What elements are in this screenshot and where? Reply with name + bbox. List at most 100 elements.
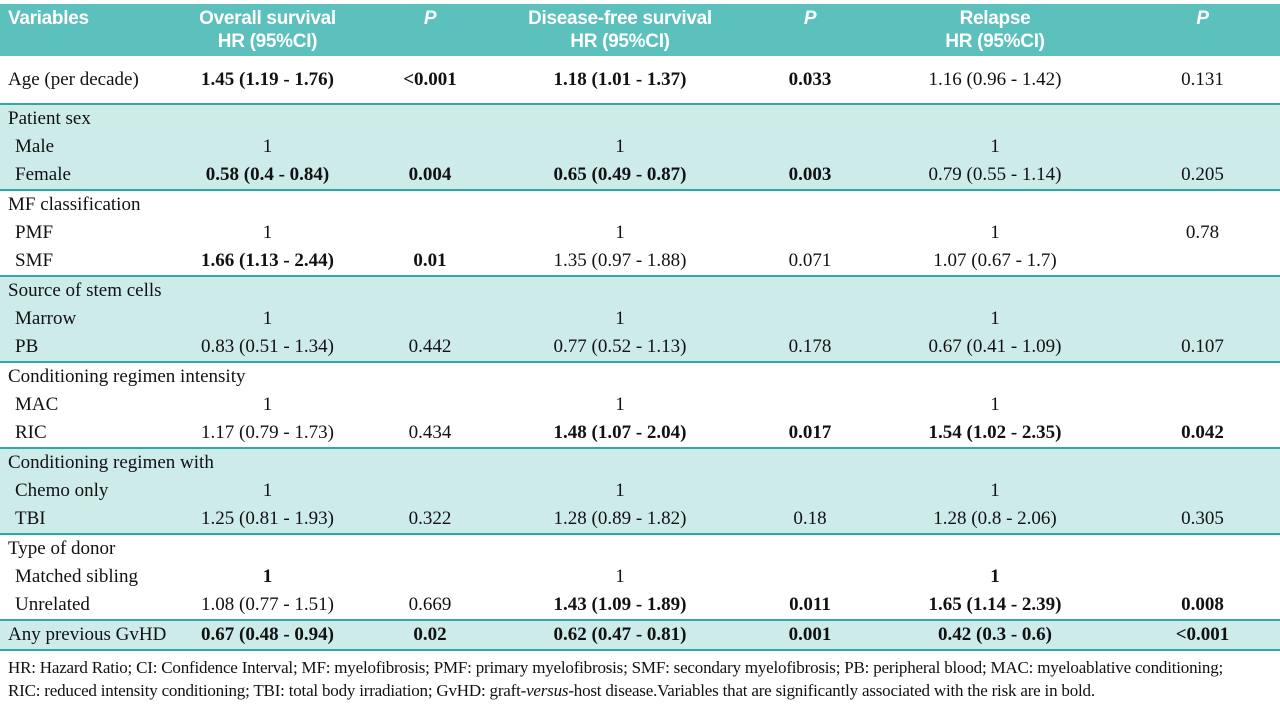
row-label: Female [15, 164, 71, 185]
value-cell: 0.67 (0.41 - 1.09) [928, 336, 1062, 357]
column-header-p-relapse: P [1125, 4, 1280, 56]
value-cell: 0.178 [788, 336, 832, 357]
column-sublabel: HR (95%CI) [570, 31, 670, 52]
value-cell [375, 563, 485, 591]
value-cell: 0.669 [408, 594, 452, 615]
value-cell: 0.205 [1181, 164, 1224, 185]
table-section: Patient sex Male 1 1 1 Female 0.58 (0.4 - 0.84… [0, 103, 1280, 189]
value-cell: <0.001 [403, 69, 457, 90]
table-section: MF classification PMF 1 1 1 0.78 SMF 1.66 (1.13… [0, 189, 1280, 275]
value-cell [160, 449, 375, 477]
value-cell: 0.042 [1181, 422, 1224, 443]
row-label: Type of donor [8, 538, 116, 559]
value-cell: 1.66 (1.13 - 2.44) [201, 250, 334, 271]
row-label: Male [15, 136, 55, 157]
value-cell: <0.001 [1175, 624, 1230, 645]
value-cell: 0.79 (0.55 - 1.14) [928, 164, 1062, 185]
value-cell: 1.65 (1.14 - 2.39) [928, 594, 1062, 615]
value-cell [375, 305, 485, 333]
column-label: Variables [8, 8, 89, 29]
value-cell: 1 [615, 480, 625, 501]
value-cell [375, 391, 485, 419]
value-cell [755, 219, 865, 247]
column-label: P [423, 8, 437, 29]
footnote-line2-post: -host disease.Variables that are signifi… [568, 681, 1095, 700]
value-cell: 1 [615, 566, 625, 587]
value-cell [865, 535, 1125, 563]
footnote-line1: HR: Hazard Ratio; CI: Confidence Interva… [8, 658, 1224, 677]
row-label: MAC [15, 394, 59, 415]
value-cell: 1 [990, 136, 1000, 157]
table-section: Conditioning regimen intensity MAC 1 1 1 RIC 1… [0, 361, 1280, 447]
value-cell: 1 [990, 566, 1000, 587]
row-label: SMF [15, 250, 54, 271]
value-cell [865, 191, 1125, 219]
value-cell [1125, 277, 1280, 305]
value-cell [375, 363, 485, 391]
value-cell [1125, 391, 1280, 419]
value-cell [485, 535, 755, 563]
value-cell: 1.08 (0.77 - 1.51) [201, 594, 334, 615]
value-cell: 1 [615, 394, 625, 415]
value-cell: 1 [262, 566, 273, 587]
value-cell: 0.008 [1181, 594, 1224, 615]
column-label: Relapse [959, 8, 1031, 29]
row-label: Unrelated [15, 594, 90, 615]
value-cell [1125, 305, 1280, 333]
value-cell [865, 363, 1125, 391]
value-cell [375, 449, 485, 477]
table-row: Conditioning regimen intensity [0, 363, 1280, 391]
table-section: Type of donor Matched sibling 1 1 1 Unrelated… [0, 533, 1280, 619]
value-cell: 0.434 [408, 422, 452, 443]
value-cell: 0.071 [788, 250, 832, 271]
table-row: SMF 1.66 (1.13 - 2.44) 0.01 1.35 (0.97 - 1.… [0, 247, 1280, 275]
footnote-line2-pre: RIC: reduced intensity conditioning; TBI… [8, 681, 527, 700]
column-header-p-dfs: P [755, 4, 865, 56]
column-header-variables: Variables [0, 4, 160, 56]
value-cell [375, 477, 485, 505]
value-cell [160, 363, 375, 391]
row-label: Source of stem cells [8, 280, 162, 301]
value-cell [1125, 105, 1280, 133]
value-cell [485, 363, 755, 391]
value-cell [1125, 477, 1280, 505]
value-cell [485, 191, 755, 219]
value-cell [755, 105, 865, 133]
row-label: PMF [15, 222, 54, 243]
value-cell: 0.107 [1181, 336, 1224, 357]
table-row: Conditioning regimen with [0, 449, 1280, 477]
value-cell [755, 191, 865, 219]
footnote-line2: RIC: reduced intensity conditioning; TBI… [8, 679, 1272, 702]
value-cell: 1 [262, 136, 273, 157]
value-cell: 1 [990, 308, 1000, 329]
row-label: MF classification [8, 194, 141, 215]
value-cell: 1 [990, 394, 1000, 415]
footnote-line2-italic: versus [526, 681, 569, 700]
value-cell [865, 449, 1125, 477]
table-row: Male 1 1 1 [0, 133, 1280, 161]
value-cell: 1.43 (1.09 - 1.89) [553, 594, 687, 615]
value-cell: 1.25 (0.81 - 1.93) [201, 508, 334, 529]
value-cell: 0.017 [788, 422, 832, 443]
column-label: Disease-free survival [528, 8, 712, 29]
value-cell [755, 133, 865, 161]
value-cell: 1.45 (1.19 - 1.76) [201, 69, 334, 90]
value-cell [160, 191, 375, 219]
value-cell: 1.17 (0.79 - 1.73) [201, 422, 334, 443]
value-cell [375, 191, 485, 219]
table-row: MF classification [0, 191, 1280, 219]
table-section: Any previous GvHD 0.67 (0.48 - 0.94) 0.02 0… [0, 619, 1280, 649]
value-cell: 0.18 [793, 508, 827, 529]
value-cell: 0.83 (0.51 - 1.34) [201, 336, 334, 357]
row-label: Conditioning regimen with [8, 452, 214, 473]
row-label: Chemo only [15, 480, 109, 501]
value-cell [485, 105, 755, 133]
table-footnote: HR: Hazard Ratio; CI: Confidence Interva… [0, 651, 1280, 702]
value-cell: 0.02 [413, 624, 447, 645]
table-row: Age (per decade) 1.45 (1.19 - 1.76) <0.001… [0, 56, 1280, 103]
row-label: RIC [15, 422, 47, 443]
row-label: Age (per decade) [8, 69, 139, 90]
value-cell: 1.28 (0.89 - 1.82) [553, 508, 687, 529]
table-section: Conditioning regimen with Chemo only 1 1 1 TB… [0, 447, 1280, 533]
row-label: PB [15, 336, 39, 357]
